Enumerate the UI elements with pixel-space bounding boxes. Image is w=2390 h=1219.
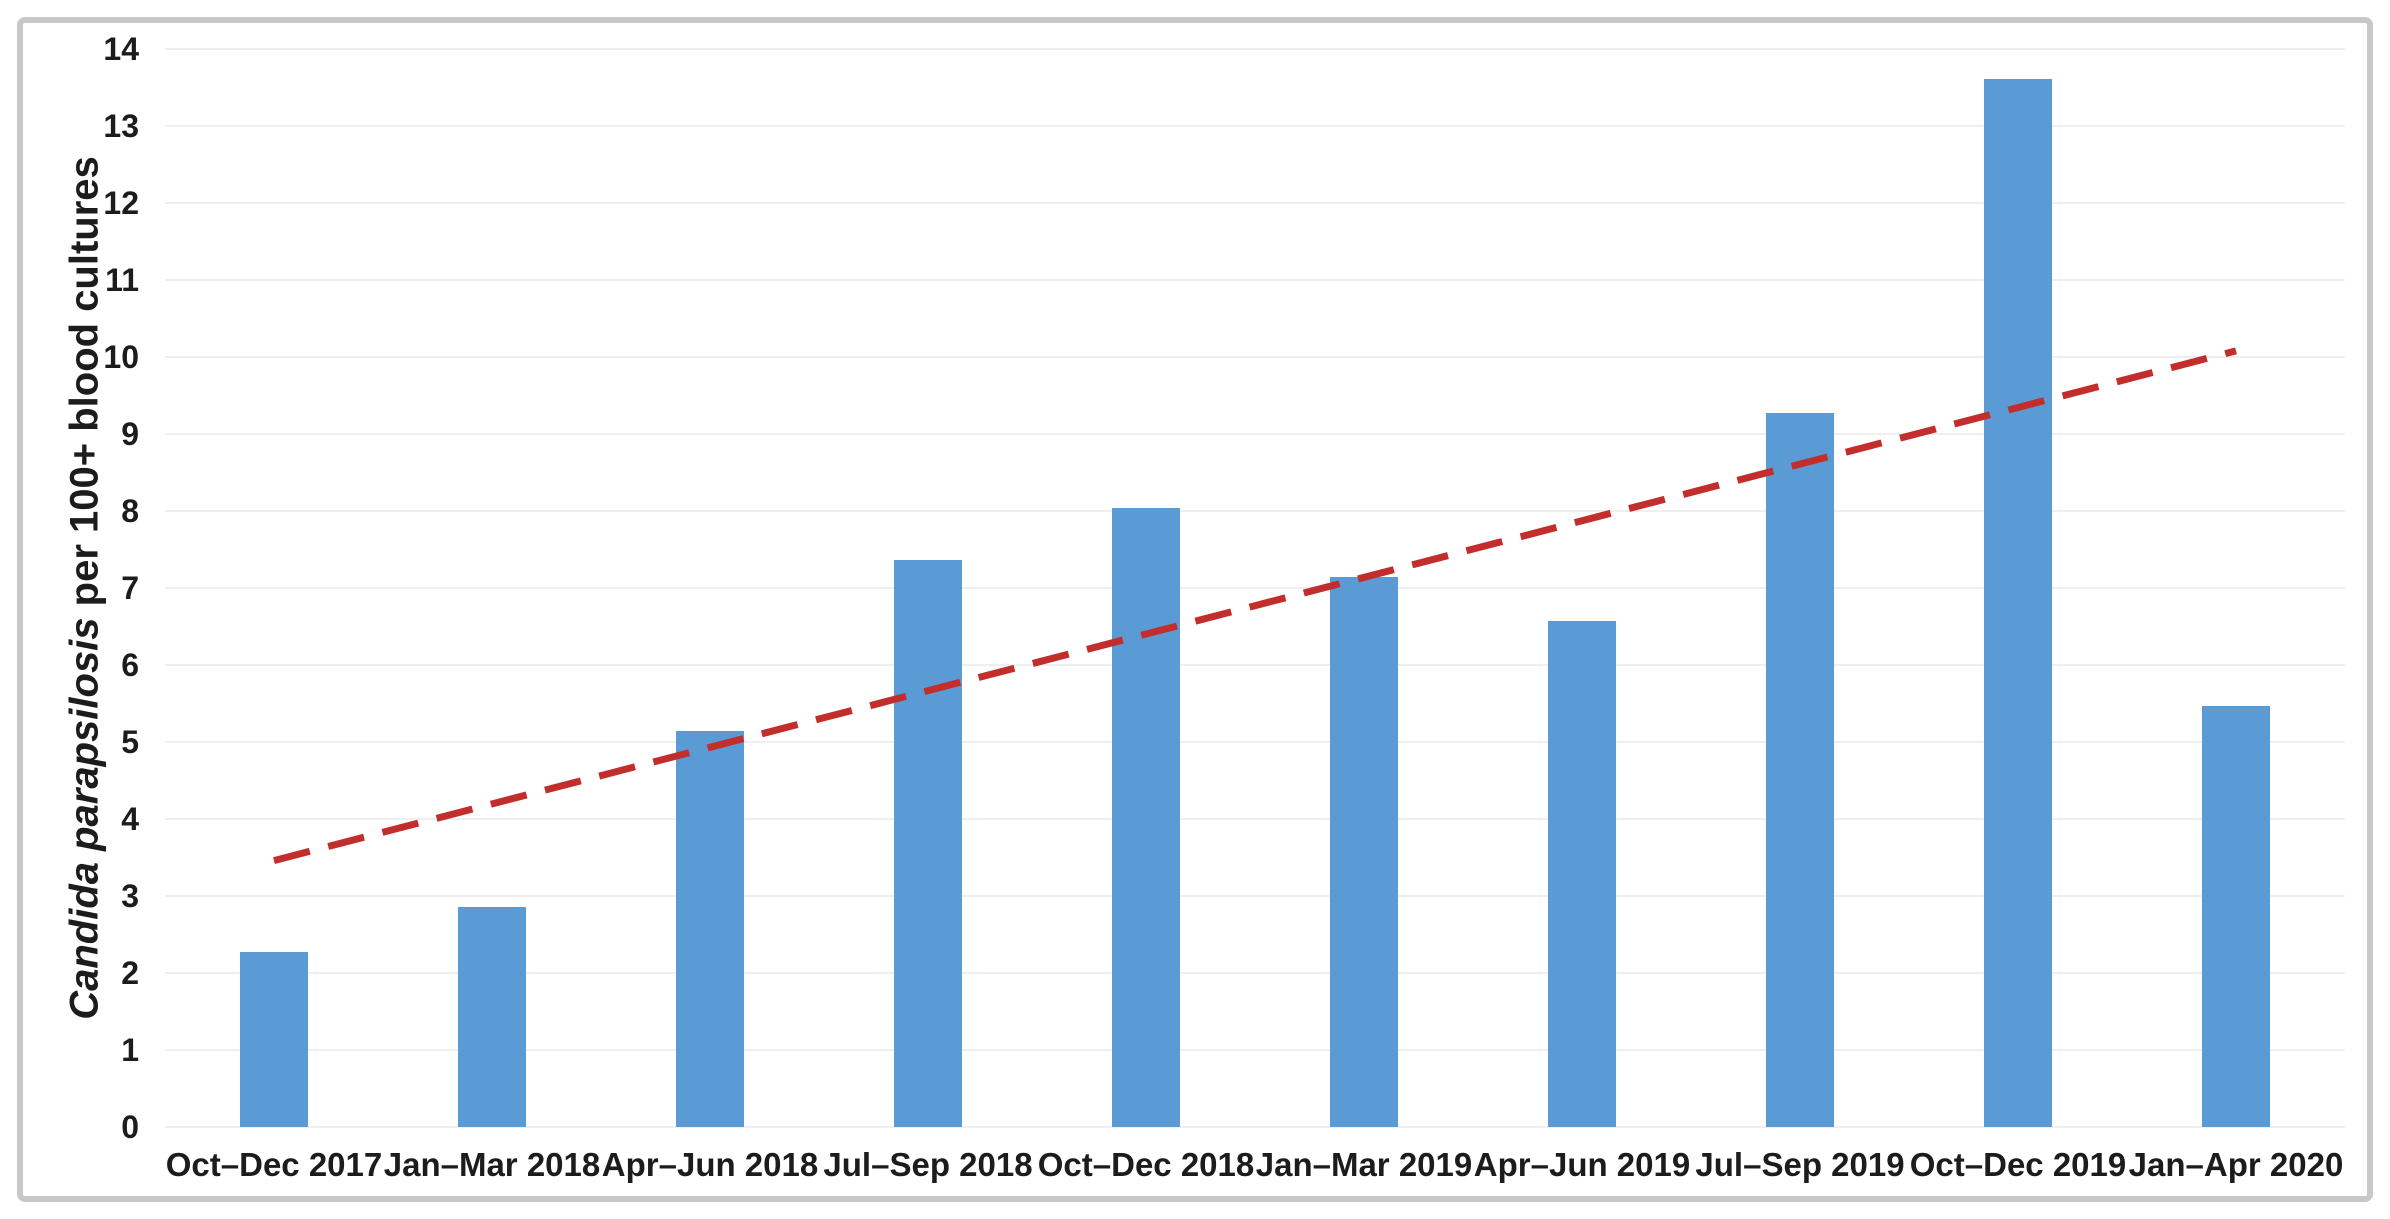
gridline bbox=[165, 125, 2345, 127]
x-tick-label: Oct–Dec 2018 bbox=[1037, 1146, 1255, 1183]
y-tick-label: 8 bbox=[121, 493, 139, 529]
y-tick-label: 13 bbox=[103, 108, 139, 144]
x-tick-label: Apr–Jun 2019 bbox=[1473, 1146, 1691, 1183]
bar bbox=[1766, 413, 1834, 1127]
x-tick-label: Jan–Mar 2018 bbox=[383, 1146, 601, 1183]
bar bbox=[676, 731, 744, 1127]
y-axis-title-rest: per 100+ blood cultures bbox=[62, 156, 107, 618]
y-tick-label: 4 bbox=[121, 801, 139, 837]
x-tick-label: Jul–Sep 2018 bbox=[823, 1146, 1033, 1183]
x-tick-label: Jan–Apr 2020 bbox=[2128, 1146, 2344, 1183]
y-tick-label: 0 bbox=[121, 1109, 139, 1145]
gridline bbox=[165, 1126, 2345, 1128]
y-tick-label: 6 bbox=[121, 647, 139, 683]
gridline bbox=[165, 48, 2345, 50]
figure-border bbox=[17, 17, 2373, 1202]
y-tick-label: 11 bbox=[105, 262, 139, 298]
bar bbox=[1330, 577, 1398, 1127]
y-tick-label: 5 bbox=[121, 724, 139, 760]
bar bbox=[1112, 507, 1180, 1127]
gridline bbox=[165, 279, 2345, 281]
bar bbox=[1548, 621, 1616, 1127]
gridline bbox=[165, 202, 2345, 204]
bar bbox=[894, 559, 962, 1127]
y-tick-label: 9 bbox=[121, 416, 139, 452]
bar bbox=[2202, 705, 2270, 1127]
x-tick-label: Oct–Dec 2019 bbox=[1909, 1146, 2127, 1183]
gridline bbox=[165, 895, 2345, 897]
y-tick-label: 7 bbox=[121, 570, 139, 606]
bar bbox=[458, 906, 526, 1127]
y-tick-label: 12 bbox=[103, 185, 139, 221]
bar bbox=[240, 952, 308, 1127]
gridline bbox=[165, 1049, 2345, 1051]
gridline bbox=[165, 972, 2345, 974]
y-tick-label: 1 bbox=[121, 1032, 139, 1068]
x-tick-label: Apr–Jun 2018 bbox=[601, 1146, 819, 1183]
bar bbox=[1984, 79, 2052, 1127]
x-tick-label: Jan–Mar 2019 bbox=[1255, 1146, 1473, 1183]
y-tick-label: 14 bbox=[103, 31, 139, 67]
x-tick-label: Jul–Sep 2019 bbox=[1695, 1146, 1905, 1183]
y-tick-label: 2 bbox=[121, 955, 139, 991]
y-tick-label: 10 bbox=[103, 339, 139, 375]
x-tick-label: Oct–Dec 2017 bbox=[165, 1146, 383, 1183]
y-tick-label: 3 bbox=[121, 878, 139, 914]
